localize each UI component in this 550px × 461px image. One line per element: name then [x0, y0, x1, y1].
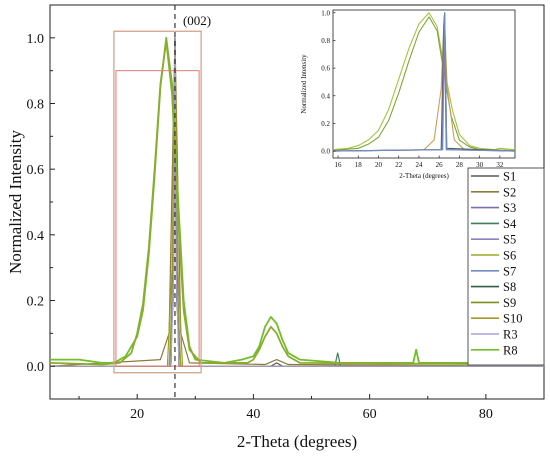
legend-item-s9: S9: [471, 296, 516, 310]
inset-y-tick-label: 0.4: [321, 92, 330, 100]
x-tick-label: 80: [479, 407, 493, 422]
legend-item-s10: S10: [471, 312, 522, 326]
peak-annotation: (002): [183, 13, 211, 28]
highlight-box: [113, 30, 202, 374]
legend-label: S5: [503, 233, 516, 247]
x-tick-label: 20: [130, 407, 144, 422]
legend-label: R8: [503, 343, 518, 357]
inset-y-axis-title: Normalized Intensity: [300, 54, 308, 114]
inset-background: [295, 7, 517, 160]
inset-y-ticks: 0.0 0.2 0.4 0.6 0.8 1.0: [321, 9, 336, 156]
legend-label: R3: [503, 328, 518, 342]
inset-x-ticks: 16 18 20 22 24 26 28 30 32: [335, 155, 504, 169]
main-x-ticks: 20 40 60 80: [78, 394, 545, 422]
inset-x-tick-label: 22: [395, 161, 403, 169]
y-tick-label: 0.8: [27, 98, 45, 113]
legend-label: S9: [503, 296, 516, 310]
legend-label: S4: [503, 217, 517, 231]
main-plot: (002) 20 40 60 80 0.0 0.2 0.4 0.6 0.8 1.0 2-Thet…: [6, 4, 545, 451]
inset-series-group: [333, 12, 515, 152]
inset-x-axis-title: 2-Theta (degrees): [399, 172, 449, 180]
legend-item-s5: S5: [471, 233, 516, 247]
inset-x-tick-label: 16: [335, 161, 343, 169]
y-tick-label: 1.0: [27, 32, 45, 47]
inset-series-line-s7: [333, 12, 515, 152]
inset-series-line-unlabeled-1: [333, 16, 515, 151]
inset-x-tick-label: 26: [436, 161, 444, 169]
x-tick-label: 40: [246, 407, 260, 422]
y-tick-label: 0.0: [27, 360, 45, 375]
legend-label: S3: [503, 201, 516, 215]
inset-y-tick-label: 1.0: [321, 9, 330, 17]
legend-label: S1: [503, 170, 516, 184]
inset-frame: [332, 9, 516, 159]
legend-item-s6: S6: [471, 249, 516, 263]
y-tick-label: 0.2: [27, 295, 45, 310]
legend-item-s8: S8: [471, 280, 516, 294]
legend-item-s4: S4: [471, 217, 517, 231]
inset-y-tick-label: 0.6: [321, 65, 330, 73]
legend-frame: [467, 167, 545, 366]
inset-x-tick-label: 24: [415, 161, 423, 169]
inset-y-tick-label: 0.8: [321, 37, 330, 45]
legend-item-r3: R3: [471, 328, 518, 342]
inset-plot: 16 18 20 22 24 26 28 30 32 0.0 0.2 0.4 0.6 0.8 1.0 2-…: [295, 7, 517, 180]
inset-series-line-r8: [333, 12, 515, 151]
y-tick-label: 0.6: [27, 163, 45, 178]
y-tick-label: 0.4: [27, 229, 45, 244]
main-y-ticks: 0.0 0.2 0.4 0.6 0.8 1.0: [27, 32, 55, 375]
legend-label: S10: [503, 312, 522, 326]
inset-x-tick-label: 18: [355, 161, 363, 169]
legend-label: S8: [503, 280, 516, 294]
x-tick-label: 60: [363, 407, 377, 422]
y-axis-title: Normalized Intensity: [6, 130, 25, 274]
inset-x-tick-label: 28: [456, 161, 464, 169]
legend-item-s3: S3: [471, 201, 516, 215]
inset-x-tick-label: 32: [496, 161, 504, 169]
x-axis-title: 2-Theta (degrees): [237, 432, 357, 451]
inset-y-tick-label: 0.0: [321, 148, 330, 156]
legend-label: S2: [503, 185, 516, 199]
series-line-s2: [50, 37, 544, 367]
inset-x-tick-label: 20: [375, 161, 383, 169]
legend-item-s7: S7: [471, 264, 516, 278]
legend-item-r8: R8: [471, 343, 518, 357]
series-line-unlabeled-12: [50, 40, 544, 366]
highlight-box-inner: [115, 70, 200, 367]
legend-label: S6: [503, 249, 516, 263]
inset-x-tick-label: 30: [476, 161, 484, 169]
legend-item-s2: S2: [471, 185, 516, 199]
legend-item-s1: S1: [471, 170, 516, 184]
legend-label: S7: [503, 264, 516, 278]
inset-y-tick-label: 0.2: [321, 120, 330, 128]
